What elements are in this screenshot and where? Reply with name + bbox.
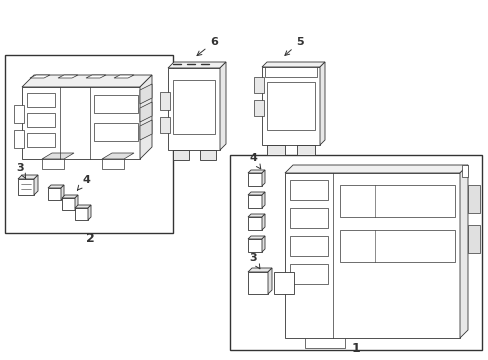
Polygon shape — [247, 214, 264, 217]
Bar — [339, 230, 454, 262]
Text: 3: 3 — [16, 163, 25, 178]
Bar — [253, 100, 264, 116]
Polygon shape — [62, 195, 78, 198]
Polygon shape — [102, 153, 134, 159]
Polygon shape — [247, 236, 264, 239]
Polygon shape — [319, 62, 325, 145]
Polygon shape — [459, 165, 467, 338]
Bar — [273, 272, 293, 294]
Bar — [160, 92, 170, 110]
Polygon shape — [285, 173, 459, 338]
Bar — [173, 150, 189, 160]
Bar — [94, 95, 138, 113]
Text: 1: 1 — [351, 342, 360, 355]
Bar — [102, 159, 124, 169]
Polygon shape — [75, 195, 78, 210]
Polygon shape — [168, 68, 220, 150]
Bar — [247, 272, 267, 294]
Polygon shape — [262, 214, 264, 230]
Polygon shape — [262, 192, 264, 208]
Bar — [247, 239, 262, 252]
Bar — [289, 180, 327, 200]
Bar — [247, 195, 262, 208]
Bar — [247, 173, 262, 186]
Bar — [5, 55, 173, 233]
Bar — [467, 185, 479, 213]
Bar — [264, 67, 316, 77]
Polygon shape — [140, 75, 152, 159]
Bar — [27, 93, 55, 107]
Bar — [27, 133, 55, 147]
Polygon shape — [140, 120, 152, 140]
Polygon shape — [58, 75, 78, 78]
Bar — [266, 82, 314, 130]
Polygon shape — [220, 62, 225, 150]
Bar — [200, 150, 216, 160]
Text: 5: 5 — [285, 37, 303, 55]
Polygon shape — [140, 102, 152, 122]
Bar — [247, 217, 262, 230]
Bar — [173, 80, 215, 134]
Polygon shape — [22, 87, 140, 159]
Bar — [289, 264, 327, 284]
Bar — [296, 145, 314, 155]
Polygon shape — [262, 62, 325, 67]
Bar — [289, 208, 327, 228]
Polygon shape — [22, 75, 152, 87]
Bar — [14, 105, 24, 123]
Bar — [253, 77, 264, 93]
Polygon shape — [88, 205, 91, 220]
Polygon shape — [262, 236, 264, 252]
Bar — [160, 117, 170, 133]
Polygon shape — [114, 75, 134, 78]
Bar — [42, 159, 64, 169]
Text: 3: 3 — [249, 253, 260, 269]
Polygon shape — [285, 165, 467, 173]
Bar — [62, 198, 75, 210]
Bar — [461, 165, 467, 177]
Bar — [339, 185, 454, 217]
Bar — [467, 225, 479, 253]
Bar — [18, 179, 34, 195]
Text: 6: 6 — [197, 37, 218, 55]
Polygon shape — [42, 153, 74, 159]
Polygon shape — [267, 268, 271, 294]
Bar — [75, 208, 88, 220]
Bar — [289, 236, 327, 256]
Polygon shape — [34, 175, 38, 195]
Polygon shape — [61, 185, 64, 200]
Polygon shape — [247, 192, 264, 195]
Polygon shape — [262, 170, 264, 186]
Polygon shape — [18, 175, 38, 179]
Bar — [305, 338, 345, 348]
Bar — [266, 145, 285, 155]
Polygon shape — [262, 67, 319, 145]
Polygon shape — [168, 62, 225, 68]
Text: 4: 4 — [77, 175, 90, 190]
Polygon shape — [140, 84, 152, 104]
Bar — [27, 113, 55, 127]
Polygon shape — [247, 268, 271, 272]
Text: 2: 2 — [85, 231, 94, 244]
Polygon shape — [30, 75, 50, 78]
Bar — [14, 130, 24, 148]
Polygon shape — [247, 170, 264, 173]
Polygon shape — [48, 185, 64, 188]
Bar — [229, 155, 481, 350]
Polygon shape — [75, 205, 91, 208]
Text: 4: 4 — [248, 153, 260, 169]
Polygon shape — [86, 75, 106, 78]
Bar — [94, 123, 138, 141]
Bar — [48, 188, 61, 200]
